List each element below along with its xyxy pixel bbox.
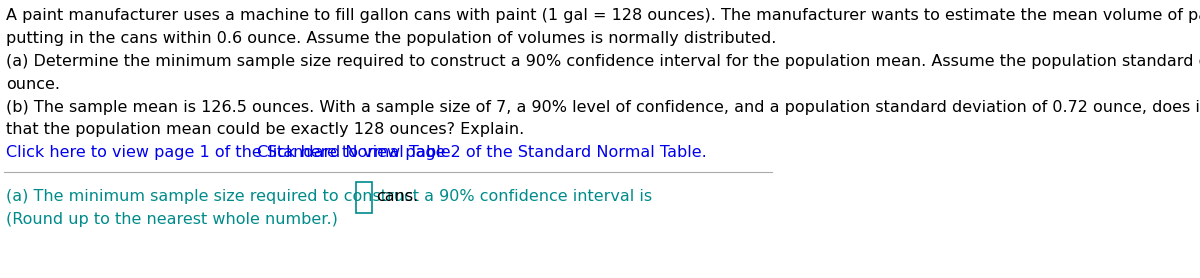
Text: that the population mean could be exactly 128 ounces? Explain.: that the population mean could be exactl… xyxy=(6,122,524,137)
Text: (a) Determine the minimum sample size required to construct a 90% confidence int: (a) Determine the minimum sample size re… xyxy=(6,54,1200,69)
Text: Click here to view page 2 of the Standard Normal Table.: Click here to view page 2 of the Standar… xyxy=(252,145,707,160)
Text: ounce.: ounce. xyxy=(6,77,60,92)
Text: (a) The minimum sample size required to construct a 90% confidence interval is: (a) The minimum sample size required to … xyxy=(6,189,653,204)
FancyBboxPatch shape xyxy=(356,182,372,213)
Text: putting in the cans within 0.6 ounce. Assume the population of volumes is normal: putting in the cans within 0.6 ounce. As… xyxy=(6,31,776,46)
Text: (b) The sample mean is 126.5 ounces. With a sample size of 7, a 90% level of con: (b) The sample mean is 126.5 ounces. Wit… xyxy=(6,100,1200,115)
Text: Click here to view page 1 of the Standard Normal Table.: Click here to view page 1 of the Standar… xyxy=(6,145,456,160)
Text: cans.: cans. xyxy=(376,189,418,204)
Text: A paint manufacturer uses a machine to fill gallon cans with paint (1 gal = 128 : A paint manufacturer uses a machine to f… xyxy=(6,8,1200,23)
Text: (Round up to the nearest whole number.): (Round up to the nearest whole number.) xyxy=(6,212,338,227)
